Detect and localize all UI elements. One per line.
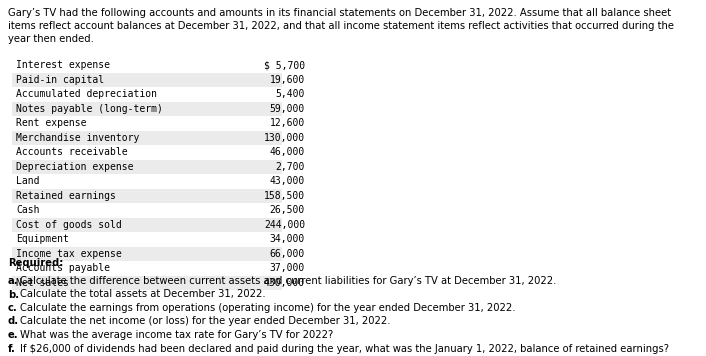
Text: Equipment: Equipment <box>16 234 69 244</box>
Bar <box>12 116 282 131</box>
Text: Net sales: Net sales <box>16 278 69 288</box>
Text: Required:: Required: <box>8 258 64 268</box>
Text: 37,000: 37,000 <box>270 263 305 273</box>
Text: Accounts receivable: Accounts receivable <box>16 147 128 157</box>
Bar <box>12 87 282 101</box>
Bar <box>12 145 282 159</box>
Text: Depreciation expense: Depreciation expense <box>16 162 133 172</box>
Text: Merchandise inventory: Merchandise inventory <box>16 133 139 143</box>
Text: 26,500: 26,500 <box>270 205 305 215</box>
Text: If $26,000 of dividends had been declared and paid during the year, what was the: If $26,000 of dividends had been declare… <box>20 344 669 354</box>
Text: Calculate the net income (or loss) for the year ended December 31, 2022.: Calculate the net income (or loss) for t… <box>20 316 390 326</box>
Text: Calculate the difference between current assets and current liabilities for Gary: Calculate the difference between current… <box>20 276 556 286</box>
Text: 244,000: 244,000 <box>264 220 305 230</box>
Text: 34,000: 34,000 <box>270 234 305 244</box>
Text: Accounts payable: Accounts payable <box>16 263 110 273</box>
Bar <box>12 218 282 232</box>
Text: 19,600: 19,600 <box>270 75 305 85</box>
Text: Calculate the earnings from operations (operating income) for the year ended Dec: Calculate the earnings from operations (… <box>20 303 515 313</box>
Text: Calculate the total assets at December 31, 2022.: Calculate the total assets at December 3… <box>20 289 265 299</box>
Bar <box>12 58 282 73</box>
Text: b.: b. <box>8 289 19 299</box>
Bar <box>12 261 282 276</box>
Bar <box>12 276 282 290</box>
Text: 430,000: 430,000 <box>264 278 305 288</box>
Text: 130,000: 130,000 <box>264 133 305 143</box>
Text: Land: Land <box>16 176 40 186</box>
Bar <box>12 188 282 203</box>
Text: Interest expense: Interest expense <box>16 60 110 70</box>
Text: Cost of goods sold: Cost of goods sold <box>16 220 121 230</box>
Text: Income tax expense: Income tax expense <box>16 249 121 259</box>
Bar <box>12 159 282 174</box>
Text: a.: a. <box>8 276 18 286</box>
Text: Accumulated depreciation: Accumulated depreciation <box>16 89 157 99</box>
Text: Rent expense: Rent expense <box>16 118 87 128</box>
Bar <box>12 131 282 145</box>
Text: Retained earnings: Retained earnings <box>16 191 116 201</box>
Text: 43,000: 43,000 <box>270 176 305 186</box>
Bar <box>12 101 282 116</box>
Text: c.: c. <box>8 303 18 313</box>
Bar <box>12 232 282 246</box>
Bar <box>12 73 282 87</box>
Text: 158,500: 158,500 <box>264 191 305 201</box>
Text: 59,000: 59,000 <box>270 104 305 114</box>
Text: e.: e. <box>8 330 18 340</box>
Text: 46,000: 46,000 <box>270 147 305 157</box>
Text: Notes payable (long-term): Notes payable (long-term) <box>16 104 163 114</box>
Bar <box>12 203 282 218</box>
Text: 2,700: 2,700 <box>275 162 305 172</box>
Text: Paid-in capital: Paid-in capital <box>16 75 104 85</box>
Text: 66,000: 66,000 <box>270 249 305 259</box>
Text: What was the average income tax rate for Gary’s TV for 2022?: What was the average income tax rate for… <box>20 330 333 340</box>
Bar <box>12 174 282 188</box>
Text: f.: f. <box>8 344 16 354</box>
Text: $ 5,700: $ 5,700 <box>264 60 305 70</box>
Text: 5,400: 5,400 <box>275 89 305 99</box>
Text: 12,600: 12,600 <box>270 118 305 128</box>
Text: Cash: Cash <box>16 205 40 215</box>
Text: Gary’s TV had the following accounts and amounts in its financial statements on : Gary’s TV had the following accounts and… <box>8 8 674 45</box>
Bar <box>12 246 282 261</box>
Text: d.: d. <box>8 316 19 326</box>
